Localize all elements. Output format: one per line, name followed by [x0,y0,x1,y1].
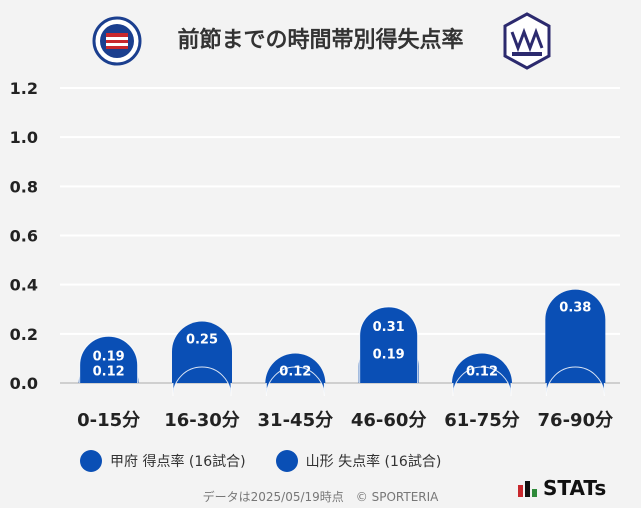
bar-yamagata [172,321,232,383]
x-tick-label: 0-15分 [77,410,140,431]
y-tick-label: 0.6 [10,227,38,246]
data-label-yamagata: 0.12 [466,365,498,380]
data-label-kofu: 0.31 [373,320,405,335]
legend-item-kofu: 甲府 得点率 (16試合) [80,450,246,472]
legend: 甲府 得点率 (16試合) 山形 失点率 (16試合) [80,450,471,472]
bar-kofu [79,335,139,383]
legend-label-kofu: 甲府 得点率 (16試合) [110,454,246,470]
yamagata-crest-icon [503,12,551,70]
x-tick-label: 76-90分 [538,410,614,431]
stats-brand-text: STATs [543,476,607,500]
legend-item-yamagata: 山形 失点率 (16試合) [275,450,442,472]
data-label-kofu: 0.19 [93,349,125,364]
bar-kofu [452,366,512,397]
x-tick-label: 31-45分 [258,410,334,431]
data-label-yamagata: 0.12 [279,365,311,380]
legend-swatch-yamagata [275,450,298,472]
data-label-yamagata: 0.25 [186,333,218,348]
y-tick-label: 0.8 [10,177,38,196]
y-tick-label: 1.0 [10,128,38,147]
footer-note: データは2025/05/19時点 © SPORTERIA [202,490,439,504]
data-label-yamagata: 0.12 [93,365,125,380]
bar-chart: 0.00.20.40.60.81.01.20.120.190-15分0.2516… [10,79,620,431]
stats-logo: STATs [517,476,606,500]
chart-title: 前節までの時間帯別得失点率 [177,28,464,53]
y-tick-label: 1.2 [10,79,38,98]
x-tick-label: 16-30分 [164,410,240,431]
y-tick-label: 0.4 [10,276,38,295]
bar-kofu [359,306,419,383]
y-tick-label: 0.0 [10,374,38,393]
kofu-crest-icon [92,16,142,66]
legend-label-yamagata: 山形 失点率 (16試合) [305,454,442,470]
stats-mark-icon [518,481,537,497]
legend-swatch-kofu [80,450,102,472]
x-tick-label: 46-60分 [351,410,427,431]
data-label-yamagata: 0.38 [559,301,591,316]
data-label-yamagata: 0.19 [373,347,405,362]
bar-kofu [545,366,605,397]
bar-yamagata [545,289,606,383]
bar-kofu [172,366,232,397]
y-tick-label: 0.2 [10,325,38,344]
bar-kofu [265,366,325,397]
x-tick-label: 61-75分 [444,410,520,431]
